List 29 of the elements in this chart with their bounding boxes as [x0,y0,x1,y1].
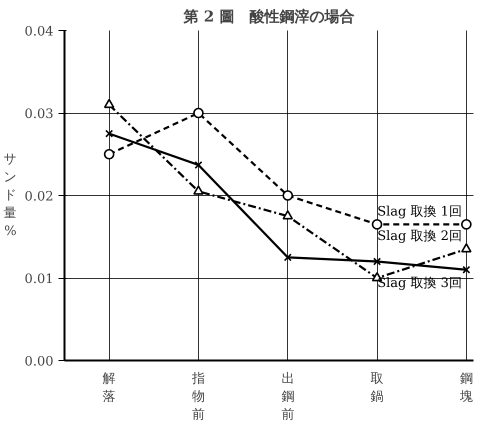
point [193,108,204,118]
point [284,253,292,262]
y-tick-label: 0.00 [24,354,54,370]
y-tick-label: 0.03 [24,107,54,122]
x-tick-label: 取鍋 [370,372,384,404]
point [104,98,114,108]
y-axis-title: サンド量% [4,152,17,239]
point [104,148,114,160]
point [461,243,472,253]
chart-title: 第 2 圖 酸性鋼滓の場合 [182,8,354,26]
point [193,185,204,195]
series-label: Slag 取換 3回 [377,276,462,291]
point [105,130,114,138]
series-label: Slag 取換 2回 [377,229,462,244]
x-tick-label: 鋼塊 [458,372,473,404]
point [461,219,472,230]
point [462,266,470,274]
y-tick-label: 0.04 [24,24,54,40]
point [282,190,294,201]
x-tick-label: 指物前 [190,372,205,422]
point [282,210,294,220]
point [373,258,382,266]
y-tick-label: 0.02 [24,190,54,204]
point [194,160,202,169]
y-tick-label: 0.01 [24,272,54,287]
x-tick-label: 出鋼前 [281,372,294,422]
x-tick-label: 解落 [102,372,116,404]
point [372,219,382,230]
series-label: Slag 取換 1回 [377,204,462,220]
